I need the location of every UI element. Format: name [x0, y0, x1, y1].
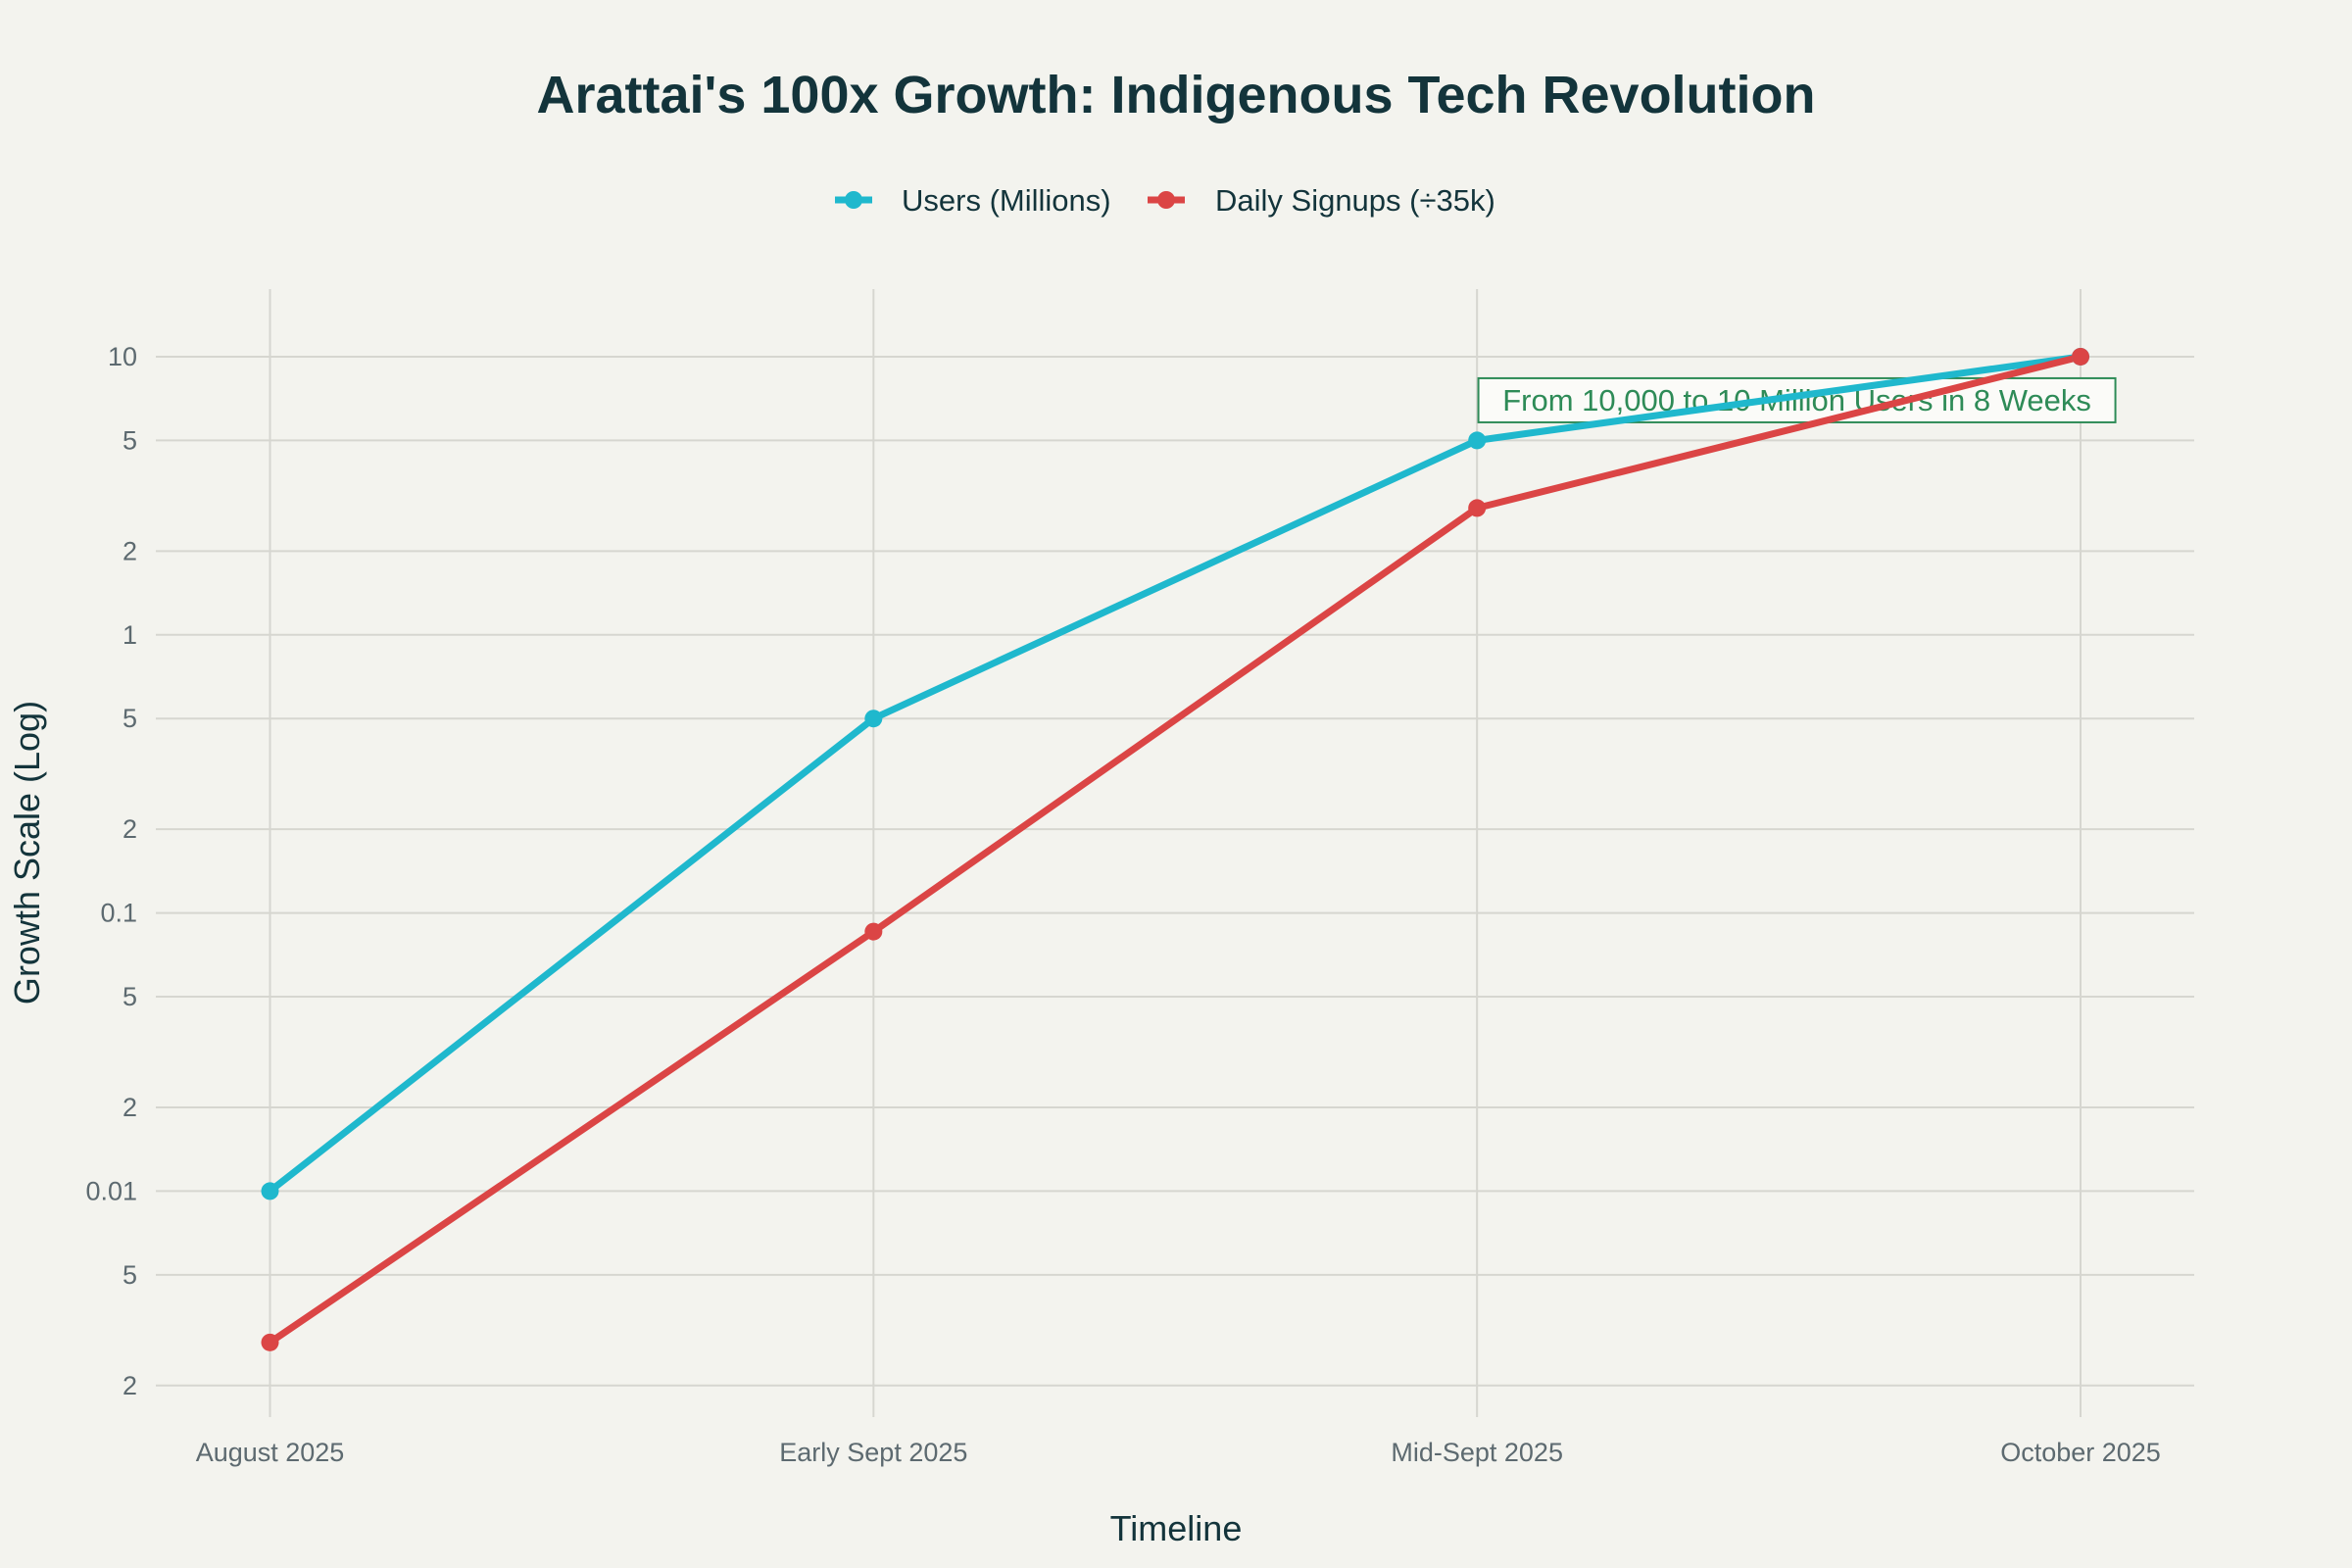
annotation-box	[1477, 376, 2117, 423]
data-point-series-1[interactable]	[261, 1333, 279, 1351]
data-point-series-0[interactable]	[864, 710, 883, 728]
y-axis-ticks: 2 5 0.01 2 5 0.1 2 5 1 2 5 10	[85, 342, 137, 1400]
data-point-series-1[interactable]	[864, 922, 883, 941]
legend-item-signups[interactable]: Daily Signups (÷35k)	[1148, 183, 1495, 218]
x-axis-ticks: August 2025 Early Sept 2025 Mid-Sept 2025 O…	[196, 1438, 2161, 1467]
series-line-1	[268, 353, 2082, 1346]
x-tick-label: October 2025	[2000, 1438, 2161, 1467]
data-point-series-1[interactable]	[2072, 347, 2089, 366]
y-tick-label: 2	[122, 814, 137, 844]
y-tick-label: 10	[108, 342, 137, 371]
annotation: From 10,000 to 10 Million Users in 8 Wee…	[1477, 376, 2117, 423]
legend-label-signups: Daily Signups (÷35k)	[1215, 183, 1495, 218]
y-tick-label: 2	[122, 536, 137, 565]
data-point-series-0[interactable]	[261, 1182, 279, 1200]
y-tick-label: 2	[122, 1371, 137, 1400]
x-tick-label: Early Sept 2025	[779, 1438, 967, 1467]
y-axis-title: Growth Scale (Log)	[7, 701, 47, 1004]
y-tick-label: 0.1	[100, 899, 137, 928]
legend-label-users: Users (Millions)	[902, 183, 1111, 218]
chart-title: Arattai's 100x Growth: Indigenous Tech R…	[536, 66, 1815, 124]
grid	[156, 289, 2194, 1417]
y-tick-label: 5	[122, 425, 137, 455]
y-tick-label: 2	[122, 1093, 137, 1122]
legend: Users (Millions) Daily Signups (÷35k)	[835, 183, 1495, 218]
annotation-text: From 10,000 to 10 Million Users in 8 Wee…	[1502, 383, 2091, 417]
legend-swatch-users-marker	[845, 191, 862, 209]
data-point-series-1[interactable]	[1468, 499, 1487, 517]
y-tick-label: 5	[122, 704, 137, 733]
legend-swatch-signups-marker	[1157, 191, 1175, 209]
y-tick-label: 1	[122, 620, 137, 650]
legend-item-users[interactable]: Users (Millions)	[835, 183, 1111, 218]
series-line-0	[268, 353, 2082, 1195]
x-axis-title: Timeline	[1110, 1508, 1243, 1548]
x-tick-label: Mid-Sept 2025	[1391, 1438, 1563, 1467]
data-point-series-0[interactable]	[1468, 431, 1487, 450]
y-tick-label: 5	[122, 982, 137, 1011]
series	[261, 347, 2089, 1351]
y-tick-label: 5	[122, 1260, 137, 1290]
x-tick-label: August 2025	[196, 1438, 345, 1467]
y-tick-label: 0.01	[85, 1176, 137, 1205]
